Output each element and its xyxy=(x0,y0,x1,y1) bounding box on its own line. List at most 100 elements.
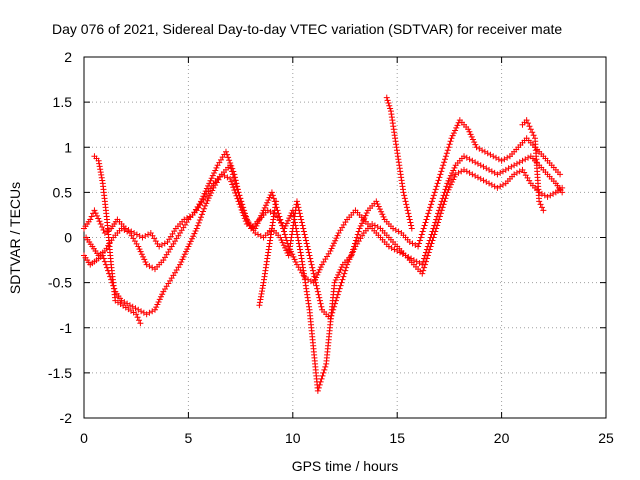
data-point xyxy=(332,300,339,307)
data-point xyxy=(318,375,325,382)
data-point xyxy=(526,123,533,130)
data-point xyxy=(98,171,105,178)
data-point xyxy=(491,169,498,176)
data-point xyxy=(494,184,501,191)
data-point xyxy=(420,225,427,232)
data-point xyxy=(136,232,143,239)
data-point xyxy=(317,300,324,307)
data-point xyxy=(519,157,526,164)
data-point xyxy=(516,168,523,175)
data-point xyxy=(432,219,439,226)
data-point xyxy=(266,194,273,201)
chart-title: Day 076 of 2021, Sidereal Day-to-day VTE… xyxy=(52,21,562,37)
data-point xyxy=(494,171,501,178)
data-point xyxy=(279,239,286,246)
y-tick-label: 1.5 xyxy=(53,94,73,110)
data-point xyxy=(392,226,399,233)
data-point xyxy=(373,198,380,205)
data-point xyxy=(97,169,104,176)
data-point xyxy=(140,253,147,260)
data-point xyxy=(156,296,163,303)
data-point xyxy=(138,308,145,315)
data-point xyxy=(98,174,105,181)
data-point xyxy=(463,154,470,161)
data-point xyxy=(472,172,479,179)
data-point xyxy=(436,204,443,211)
data-point xyxy=(297,246,304,253)
x-tick-label: 20 xyxy=(494,430,510,446)
data-point xyxy=(301,231,308,238)
data-point xyxy=(442,153,449,160)
data-point xyxy=(260,282,267,289)
data-point xyxy=(412,242,419,249)
data-point xyxy=(258,212,265,219)
data-point xyxy=(479,147,486,154)
data-point xyxy=(316,294,323,301)
data-point xyxy=(313,282,320,289)
data-point xyxy=(289,251,296,258)
data-point xyxy=(203,200,210,207)
data-point xyxy=(280,225,287,232)
data-point xyxy=(440,192,447,199)
data-point xyxy=(449,179,456,186)
data-point xyxy=(231,187,238,194)
data-point xyxy=(409,240,416,247)
data-point xyxy=(505,165,512,172)
data-point xyxy=(441,156,448,163)
data-point xyxy=(280,228,287,235)
data-point xyxy=(95,157,102,164)
data-point xyxy=(264,199,271,206)
data-point xyxy=(336,269,343,276)
data-point xyxy=(295,237,302,244)
data-point xyxy=(277,234,284,241)
data-point xyxy=(335,288,342,295)
data-point xyxy=(99,177,106,184)
data-point xyxy=(378,208,385,215)
data-point xyxy=(92,210,99,217)
data-point xyxy=(430,225,437,232)
data-point xyxy=(484,150,491,157)
data-point xyxy=(401,192,408,199)
data-point xyxy=(513,160,520,167)
data-point xyxy=(314,288,321,295)
data-point xyxy=(179,256,186,263)
data-point xyxy=(183,248,190,255)
data-point xyxy=(333,274,340,281)
data-point xyxy=(178,258,185,265)
data-point xyxy=(348,251,355,258)
data-point xyxy=(499,168,506,175)
data-point xyxy=(476,145,483,152)
data-point xyxy=(222,148,229,155)
data-point xyxy=(229,181,236,188)
data-point xyxy=(467,131,474,138)
data-point xyxy=(240,212,247,219)
data-point xyxy=(261,204,268,211)
data-point xyxy=(329,309,336,316)
data-point xyxy=(540,207,547,214)
data-point xyxy=(427,234,434,241)
data-point xyxy=(332,237,339,244)
data-point xyxy=(330,240,337,247)
data-point xyxy=(311,277,318,284)
data-point xyxy=(550,190,557,197)
data-point xyxy=(99,223,106,230)
series-sat-a xyxy=(81,117,564,394)
data-point xyxy=(334,232,341,239)
data-point xyxy=(291,256,298,263)
data-point xyxy=(499,181,506,188)
data-point xyxy=(429,198,435,205)
data-point xyxy=(239,209,246,216)
data-point xyxy=(345,258,352,265)
x-tick-label: 25 xyxy=(598,430,614,446)
data-point xyxy=(300,225,307,232)
data-point xyxy=(434,180,441,187)
y-tick-label: -0.5 xyxy=(48,275,72,291)
data-point xyxy=(446,175,453,182)
data-point xyxy=(426,207,433,214)
data-point xyxy=(449,170,456,177)
data-point xyxy=(161,240,168,247)
data-point xyxy=(347,253,354,260)
data-point xyxy=(211,170,218,177)
data-point xyxy=(511,162,518,169)
data-point xyxy=(139,234,146,241)
